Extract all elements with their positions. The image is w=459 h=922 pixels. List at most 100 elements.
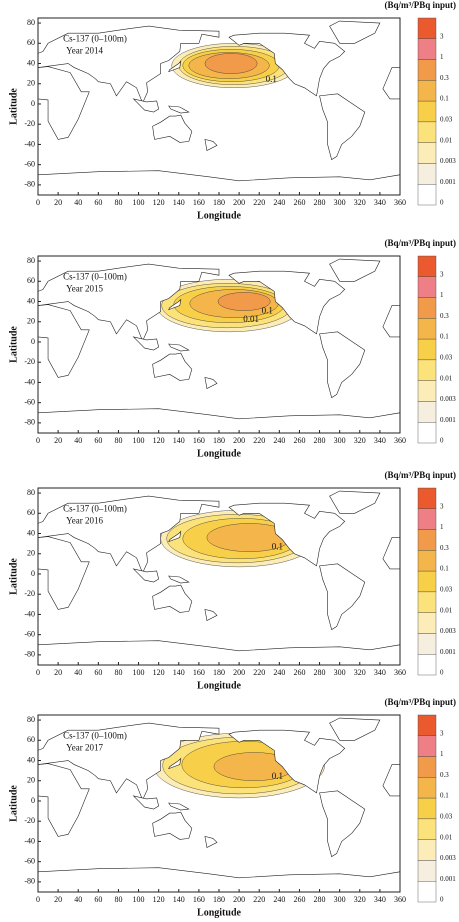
plume	[205, 53, 257, 73]
colorbar-title: (Bq/m³/PBq input)	[385, 238, 456, 248]
colorbar-swatch	[417, 839, 437, 861]
y-tick-label: 60	[27, 508, 35, 517]
colorbar-label: 0.001	[440, 648, 456, 656]
colorbar-label: 0.1	[440, 565, 449, 573]
y-tick-label: -40	[24, 836, 35, 845]
y-tick-label: -80	[24, 180, 35, 189]
colorbar-label: 0.3	[440, 771, 449, 779]
colorbar-label: 0	[440, 896, 444, 904]
x-axis-label: Longitude	[197, 448, 241, 459]
colorbar-swatch	[417, 380, 437, 402]
x-tick-label: 340	[374, 436, 386, 445]
x-tick-label: 280	[314, 668, 326, 677]
x-tick-label: 300	[334, 198, 346, 207]
colorbar-swatch	[417, 777, 437, 799]
colorbar-swatch	[417, 100, 437, 123]
map-content	[37, 717, 401, 893]
x-tick-label: 360	[394, 436, 406, 445]
x-tick-label: 260	[293, 198, 305, 207]
colorbar-label: 0.03	[440, 585, 453, 593]
colorbar-swatch	[417, 359, 437, 381]
x-tick-label: 300	[334, 668, 346, 677]
colorbar-label: 0.1	[440, 95, 449, 103]
map-content	[37, 258, 401, 434]
colorbar-label: 1	[440, 291, 444, 299]
panel-year: Year 2016	[66, 515, 103, 525]
colorbar-label: 0.01	[440, 606, 453, 614]
x-tick-label: 280	[314, 895, 326, 904]
colorbar-swatch	[417, 487, 437, 509]
x-tick-label: 260	[293, 436, 305, 445]
colorbar-swatch	[417, 318, 437, 340]
colorbar-label: 3	[440, 32, 444, 40]
y-tick-label: 80	[27, 488, 35, 497]
x-tick-label: 100	[133, 668, 145, 677]
colorbar-swatch	[417, 714, 437, 736]
contour-label: 0.1	[272, 542, 283, 552]
x-tick-label: 140	[173, 436, 185, 445]
y-tick-label: 0	[31, 796, 35, 805]
x-tick-label: 100	[133, 198, 145, 207]
y-tick-label: 40	[27, 755, 35, 764]
colorbar-swatch	[417, 38, 437, 60]
y-tick-label: 60	[27, 276, 35, 285]
x-axis-label: Longitude	[197, 680, 241, 691]
y-tick-label: -60	[24, 629, 35, 638]
x-tick-label: 60	[94, 895, 102, 904]
y-tick-label: 80	[27, 18, 35, 27]
x-tick-label: 320	[354, 198, 366, 207]
x-tick-label: 180	[213, 436, 225, 445]
x-tick-label: 260	[293, 668, 305, 677]
y-tick-label: 80	[27, 715, 35, 724]
contour-label: 0.1	[272, 771, 283, 781]
contour-label: 0.1	[266, 74, 277, 84]
x-tick-label: 220	[253, 668, 265, 677]
y-tick-label: 80	[27, 256, 35, 265]
y-tick-label: -20	[24, 816, 35, 825]
x-tick-label: 340	[374, 668, 386, 677]
x-tick-label: 20	[54, 436, 62, 445]
colorbar-label: 0.001	[440, 416, 456, 424]
colorbar-swatch	[417, 163, 437, 185]
x-tick-label: 220	[253, 436, 265, 445]
x-tick-label: 60	[94, 436, 102, 445]
x-tick-label: 140	[173, 895, 185, 904]
colorbar-label: 0.3	[440, 312, 449, 320]
x-tick-label: 340	[374, 895, 386, 904]
colorbar-label: 0.03	[440, 115, 453, 123]
x-tick-label: 200	[233, 198, 245, 207]
contour-label: 0.1	[262, 306, 273, 316]
colorbar-swatch	[417, 735, 437, 757]
y-axis-label: Latitude	[8, 558, 19, 595]
y-axis-label: Latitude	[8, 785, 19, 822]
x-tick-label: 20	[54, 668, 62, 677]
x-tick-label: 360	[394, 668, 406, 677]
y-tick-label: 20	[27, 79, 35, 88]
x-tick-label: 80	[114, 198, 122, 207]
y-tick-label: 0	[31, 337, 35, 346]
x-axis-label: Longitude	[197, 210, 241, 221]
colorbar-swatch	[417, 59, 437, 81]
y-tick-label: 60	[27, 735, 35, 744]
x-tick-label: 120	[153, 436, 165, 445]
x-tick-label: 160	[193, 436, 205, 445]
colorbar-label: 3	[440, 270, 444, 278]
colorbar-swatch	[417, 756, 437, 778]
x-tick-label: 100	[133, 436, 145, 445]
colorbar-label: 0.003	[440, 157, 456, 165]
colorbar-label: 0.001	[440, 178, 456, 186]
y-tick-label: 20	[27, 317, 35, 326]
x-tick-label: 320	[354, 895, 366, 904]
colorbar-swatch	[417, 338, 437, 361]
colorbar-label: 1	[440, 53, 444, 61]
contour-label: 0.01	[243, 314, 259, 324]
y-tick-label: -60	[24, 397, 35, 406]
colorbar-label: 0	[440, 669, 444, 677]
colorbar-swatch	[417, 276, 437, 298]
x-tick-label: 60	[94, 198, 102, 207]
x-tick-label: 200	[233, 895, 245, 904]
plume	[218, 292, 270, 310]
